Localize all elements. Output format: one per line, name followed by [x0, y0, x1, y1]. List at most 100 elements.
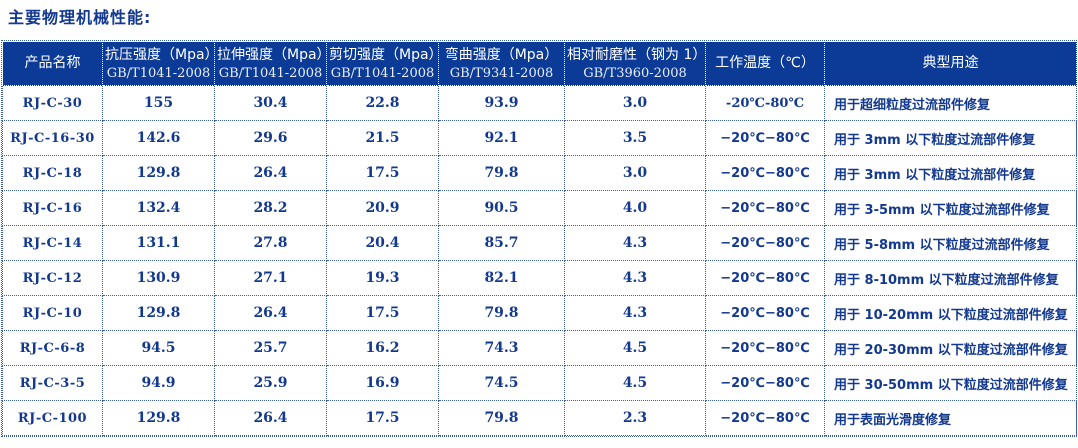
- cell-name: RJ-C-12: [2, 260, 103, 296]
- col-typical-use-label: 典型用途: [922, 55, 979, 71]
- cell-wear: 4.5: [564, 365, 706, 401]
- cell-temp: −20℃−80℃: [705, 400, 825, 436]
- col-tensile-strength-standard: GB/T1041-2008: [218, 65, 323, 81]
- table-row: RJ-C-14 131.1 27.8 20.4 85.7 4.3 −20℃−80℃ 用于 5-…: [2, 225, 1077, 261]
- cell-shear: 20.4: [326, 225, 439, 261]
- col-compressive-strength: 抗压强度（Mpa） GB/T1041-2008: [102, 41, 219, 86]
- cell-compressive: 132.4: [102, 190, 215, 226]
- cell-tensile: 30.4: [214, 85, 327, 121]
- table-row: RJ-C-6-8 94.5 25.7 16.2 74.3 4.5 −20℃−80℃ 用于 20…: [2, 330, 1077, 366]
- cell-wear: 4.0: [564, 190, 706, 226]
- cell-shear: 19.3: [326, 260, 439, 296]
- page-title: 主要物理机械性能:: [8, 8, 152, 27]
- cell-temp: −20℃−80℃: [705, 120, 825, 156]
- cell-name: RJ-C-30: [2, 85, 103, 121]
- cell-name: RJ-C-14: [2, 225, 103, 261]
- col-bending-strength-standard: GB/T9341-2008: [449, 65, 554, 81]
- col-bending-strength: 弯曲强度（Mpa） GB/T9341-2008: [438, 41, 565, 86]
- col-typical-use: 典型用途: [824, 41, 1077, 86]
- cell-use: 用于表面光滑度修复: [824, 400, 1077, 436]
- cell-shear: 20.9: [326, 190, 439, 226]
- cell-use: 用于 30-50mm 以下粒度过流部件修复: [824, 365, 1077, 401]
- cell-shear: 16.2: [326, 330, 439, 366]
- cell-compressive: 142.6: [102, 120, 215, 156]
- cell-wear: 4.5: [564, 330, 706, 366]
- col-shear-strength-standard: GB/T1041-2008: [330, 65, 435, 81]
- cell-bending: 85.7: [438, 225, 565, 261]
- cell-bending: 92.1: [438, 120, 565, 156]
- cell-temp: −20℃−80℃: [705, 330, 825, 366]
- cell-shear: 21.5: [326, 120, 439, 156]
- col-working-temperature-label: 工作温度（℃）: [715, 55, 815, 71]
- cell-tensile: 28.2: [214, 190, 327, 226]
- cell-name: RJ-C-3-5: [2, 365, 103, 401]
- cell-bending: 74.5: [438, 365, 565, 401]
- cell-temp: −20℃−80℃: [705, 295, 825, 331]
- col-shear-strength: 剪切强度（Mpa） GB/T1041-2008: [326, 41, 443, 86]
- cell-shear: 17.5: [326, 295, 439, 331]
- table-row: RJ-C-16 132.4 28.2 20.9 90.5 4.0 −20℃−80℃ 用于 3-…: [2, 190, 1077, 226]
- cell-shear: 16.9: [326, 365, 439, 401]
- table-row: RJ-C-12 130.9 27.1 19.3 82.1 4.3 −20℃−80℃ 用于 8-…: [2, 260, 1077, 296]
- col-working-temperature: 工作温度（℃）: [705, 41, 825, 86]
- cell-temp: −20℃−80℃: [705, 155, 825, 191]
- table-row: RJ-C-100 129.8 26.4 17.5 79.8 2.3 −20℃−80℃ 用于表面…: [2, 400, 1077, 436]
- cell-wear: 3.0: [564, 85, 706, 121]
- cell-name: RJ-C-100: [2, 400, 103, 436]
- cell-use: 用于 3mm 以下粒度过流部件修复: [824, 155, 1077, 191]
- cell-compressive: 129.8: [102, 155, 215, 191]
- cell-use: 用于 10-20mm 以下粒度过流部件修复: [824, 295, 1077, 331]
- cell-compressive: 94.5: [102, 330, 215, 366]
- cell-temp: −20℃−80℃: [705, 190, 825, 226]
- cell-use: 用于 3-5mm 以下粒度过流部件修复: [824, 190, 1077, 226]
- cell-compressive: 130.9: [102, 260, 215, 296]
- cell-name: RJ-C-16: [2, 190, 103, 226]
- cell-use: 用于超细粒度过流部件修复: [824, 85, 1077, 121]
- cell-wear: 3.0: [564, 155, 706, 191]
- cell-shear: 22.8: [326, 85, 439, 121]
- properties-table-wrapper: 产品名称 抗压强度（Mpa） GB/T1041-2008 拉伸强度（Mpa） G…: [1, 40, 1077, 437]
- table-header-row: 产品名称 抗压强度（Mpa） GB/T1041-2008 拉伸强度（Mpa） G…: [2, 41, 1077, 86]
- table-row: RJ-C-30 155 30.4 22.8 93.9 3.0 -20℃-80℃ 用于超细粒度过…: [2, 85, 1077, 121]
- cell-tensile: 27.8: [214, 225, 327, 261]
- cell-tensile: 26.4: [214, 400, 327, 436]
- table-body: RJ-C-30 155 30.4 22.8 93.9 3.0 -20℃-80℃ 用于超细粒度过…: [2, 85, 1077, 436]
- cell-compressive: 131.1: [102, 225, 215, 261]
- cell-wear: 3.5: [564, 120, 706, 156]
- col-wear-resistance-label: 相对耐磨性（钢为 1）: [567, 46, 707, 63]
- cell-name: RJ-C-16-30: [2, 120, 103, 156]
- cell-bending: 93.9: [438, 85, 565, 121]
- cell-use: 用于 8-10mm 以下粒度过流部件修复: [824, 260, 1077, 296]
- col-compressive-strength-standard: GB/T1041-2008: [106, 65, 211, 81]
- cell-bending: 79.8: [438, 400, 565, 436]
- cell-tensile: 25.9: [214, 365, 327, 401]
- cell-name: RJ-C-18: [2, 155, 103, 191]
- cell-temp: −20℃−80℃: [705, 260, 825, 296]
- cell-shear: 17.5: [326, 155, 439, 191]
- cell-temp: -20℃-80℃: [705, 85, 825, 121]
- cell-bending: 74.3: [438, 330, 565, 366]
- col-wear-resistance: 相对耐磨性（钢为 1） GB/T3960-2008: [564, 41, 707, 86]
- col-shear-strength-label: 剪切强度（Mpa）: [329, 46, 443, 63]
- cell-wear: 4.3: [564, 295, 706, 331]
- cell-wear: 2.3: [564, 400, 706, 436]
- col-tensile-strength-label: 拉伸强度（Mpa）: [217, 46, 331, 63]
- cell-tensile: 29.6: [214, 120, 327, 156]
- cell-tensile: 26.4: [214, 155, 327, 191]
- cell-compressive: 129.8: [102, 295, 215, 331]
- cell-temp: −20℃−80℃: [705, 225, 825, 261]
- table-row: RJ-C-3-5 94.9 25.9 16.9 74.5 4.5 −20℃−80℃ 用于 30…: [2, 365, 1077, 401]
- cell-bending: 79.8: [438, 155, 565, 191]
- cell-temp: −20℃−80℃: [705, 365, 825, 401]
- cell-tensile: 27.1: [214, 260, 327, 296]
- cell-wear: 4.3: [564, 225, 706, 261]
- cell-compressive: 94.9: [102, 365, 215, 401]
- col-product-name: 产品名称: [2, 41, 103, 86]
- properties-table: 产品名称 抗压强度（Mpa） GB/T1041-2008 拉伸强度（Mpa） G…: [2, 41, 1077, 436]
- cell-shear: 17.5: [326, 400, 439, 436]
- cell-bending: 79.8: [438, 295, 565, 331]
- col-bending-strength-label: 弯曲强度（Mpa）: [444, 46, 559, 63]
- table-row: RJ-C-10 129.8 26.4 17.5 79.8 4.3 −20℃−80℃ 用于 10…: [2, 295, 1077, 331]
- cell-use: 用于 5-8mm 以下粒度过流部件修复: [824, 225, 1077, 261]
- cell-wear: 4.3: [564, 260, 706, 296]
